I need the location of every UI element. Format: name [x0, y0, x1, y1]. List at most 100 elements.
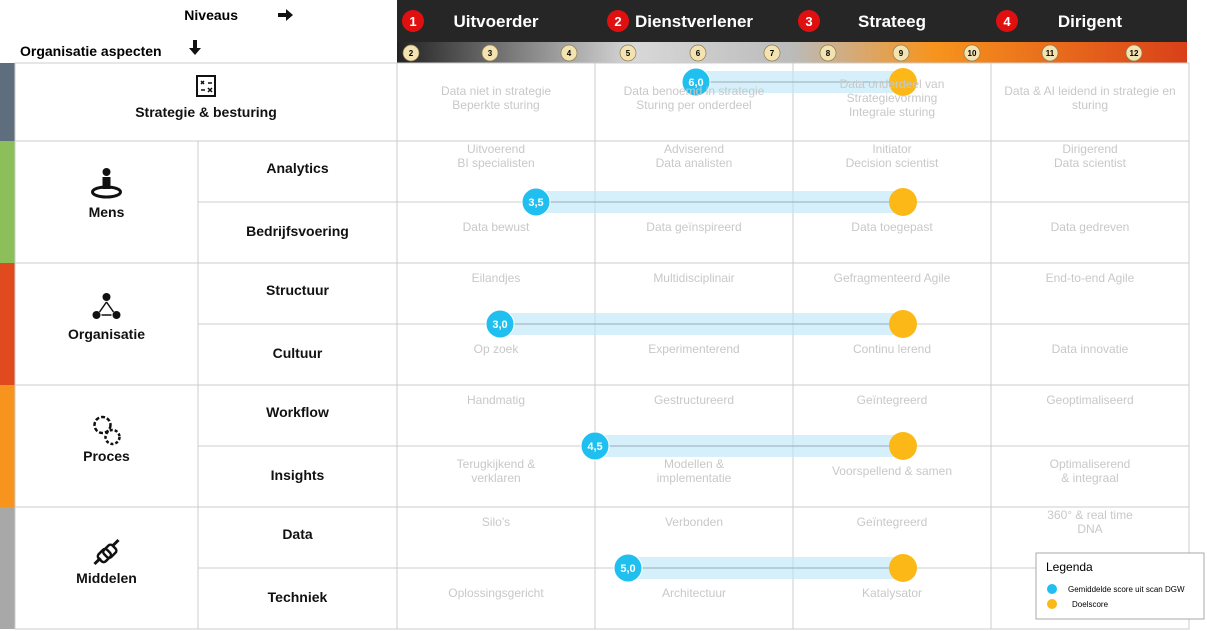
- level-name: Uitvoerder: [453, 12, 538, 31]
- level-text: Experimenterend: [648, 341, 740, 356]
- aspects-label: Organisatie aspecten: [20, 43, 162, 59]
- legend-item: Gemiddelde score uit scan DGW: [1068, 585, 1185, 594]
- aspect-strip: [0, 263, 15, 385]
- sub-label: Insights: [270, 466, 325, 483]
- scale-label: 9: [899, 49, 904, 58]
- level-text: Data niet in strategie Beperkte sturing: [440, 84, 552, 112]
- level-text: Gestructureerd: [653, 392, 735, 407]
- current-score-label: 3,0: [492, 319, 507, 331]
- level-text: 360° & real time DNA: [1047, 507, 1133, 536]
- level-name: Strateeg: [858, 12, 926, 31]
- scale-label: 8: [826, 49, 831, 58]
- level-number: 4: [1003, 14, 1011, 29]
- level-text: End-to-end Agile: [1045, 270, 1135, 285]
- level-text: Op zoek: [473, 341, 519, 356]
- level-badge: [996, 10, 1018, 32]
- level-text: Data benoemd in strategie Sturing per on…: [623, 84, 765, 112]
- arrow-right: [278, 9, 293, 21]
- aspect-icon: [91, 168, 122, 199]
- arrow-down: [189, 40, 201, 55]
- legend-dot: [1047, 584, 1057, 594]
- header-band: [397, 0, 1187, 42]
- scale-label: 2: [409, 49, 414, 58]
- level-number: 3: [805, 14, 812, 29]
- sub-label: Workflow: [266, 403, 329, 420]
- scale-dot: [1041, 44, 1059, 62]
- current-score: [485, 309, 515, 339]
- scale-dot: [892, 44, 910, 62]
- level-badge: [607, 10, 629, 32]
- scale-dot: [560, 44, 578, 62]
- scale-label: 7: [770, 49, 775, 58]
- sub-label: Techniek: [267, 588, 328, 605]
- current-score-label: 4,5: [587, 441, 602, 453]
- scale-dot: [402, 44, 420, 62]
- level-text: Data gedreven: [1050, 219, 1130, 234]
- target-score: [889, 188, 917, 216]
- scale-dot: [619, 44, 637, 62]
- level-text: Eilandjes: [471, 270, 521, 285]
- level-text: Optimaliserend & integraal: [1049, 456, 1131, 485]
- level-text: Silo's: [481, 514, 511, 529]
- level-text: Continu lerend: [852, 341, 932, 356]
- sub-label: Structuur: [266, 281, 329, 298]
- scale-dot: [763, 44, 781, 62]
- legend-title: Legenda: [1046, 560, 1093, 574]
- aspect-strip: [0, 385, 15, 507]
- aspect-strip: [0, 63, 15, 141]
- target-score: [889, 310, 917, 338]
- scale-label: 5: [626, 49, 631, 58]
- level-text: Geïntegreerd: [856, 392, 928, 407]
- levels-label: Niveaus: [184, 7, 238, 23]
- scale-bar: [397, 42, 1187, 63]
- level-text: Multidisciplinair: [653, 270, 735, 285]
- aspect-name: Organisatie: [67, 326, 146, 342]
- level-number: 1: [409, 14, 416, 29]
- level-text: Oplossingsgericht: [448, 585, 544, 600]
- level-text: Architectuur: [661, 585, 727, 600]
- current-score: [613, 553, 643, 583]
- level-text: Data bewust: [462, 219, 530, 234]
- level-text: Uitvoerend BI specialisten: [457, 141, 535, 170]
- level-text: Data onderdeel van Strategievorming Inte…: [839, 77, 945, 119]
- scale-dot: [963, 44, 981, 62]
- level-text: Data innovatie: [1051, 341, 1129, 356]
- scale-dot: [1125, 44, 1143, 62]
- level-text: Initiator Decision scientist: [845, 141, 939, 170]
- aspect-icon: [196, 75, 216, 97]
- aspect-name: Strategie & besturing: [135, 104, 277, 120]
- scale-dot: [819, 44, 837, 62]
- level-text: Gefragmenteerd Agile: [833, 270, 951, 285]
- scale-label: 12: [1130, 49, 1139, 58]
- aspect-strip: [0, 141, 15, 263]
- aspect-icon: [93, 415, 121, 446]
- level-text: Data toegepast: [851, 219, 933, 234]
- level-name: Dirigent: [1058, 12, 1123, 31]
- level-text: Terugkijkend & verklaren: [456, 456, 536, 485]
- level-text: Handmatig: [466, 392, 526, 407]
- aspect-name: Proces: [83, 448, 130, 464]
- legend-box: [1035, 552, 1205, 620]
- level-text: Modellen & implementatie: [656, 456, 732, 485]
- sub-label: Data: [282, 525, 313, 542]
- current-score: [521, 187, 551, 217]
- current-score-label: 5,0: [620, 563, 635, 575]
- level-text: Data & AI leidend in strategie en sturin…: [1004, 84, 1176, 112]
- aspect-strip: [0, 507, 15, 629]
- level-text: Katalysator: [861, 585, 923, 600]
- aspect-icon: [93, 538, 120, 566]
- sub-label: Bedrijfsvoering: [246, 222, 349, 239]
- target-score: [889, 68, 917, 96]
- level-badge: [402, 10, 424, 32]
- current-score-label: 6,0: [688, 77, 703, 89]
- level-text: Voorspellend & samen: [831, 463, 953, 478]
- scale-label: 11: [1046, 49, 1055, 58]
- sub-label: Analytics: [266, 159, 329, 176]
- current-score: [681, 67, 711, 97]
- level-text: Adviserend Data analisten: [655, 141, 733, 170]
- level-name: Dienstverlener: [635, 12, 753, 31]
- level-text: Verbonden: [664, 514, 724, 529]
- scale-label: 10: [968, 49, 977, 58]
